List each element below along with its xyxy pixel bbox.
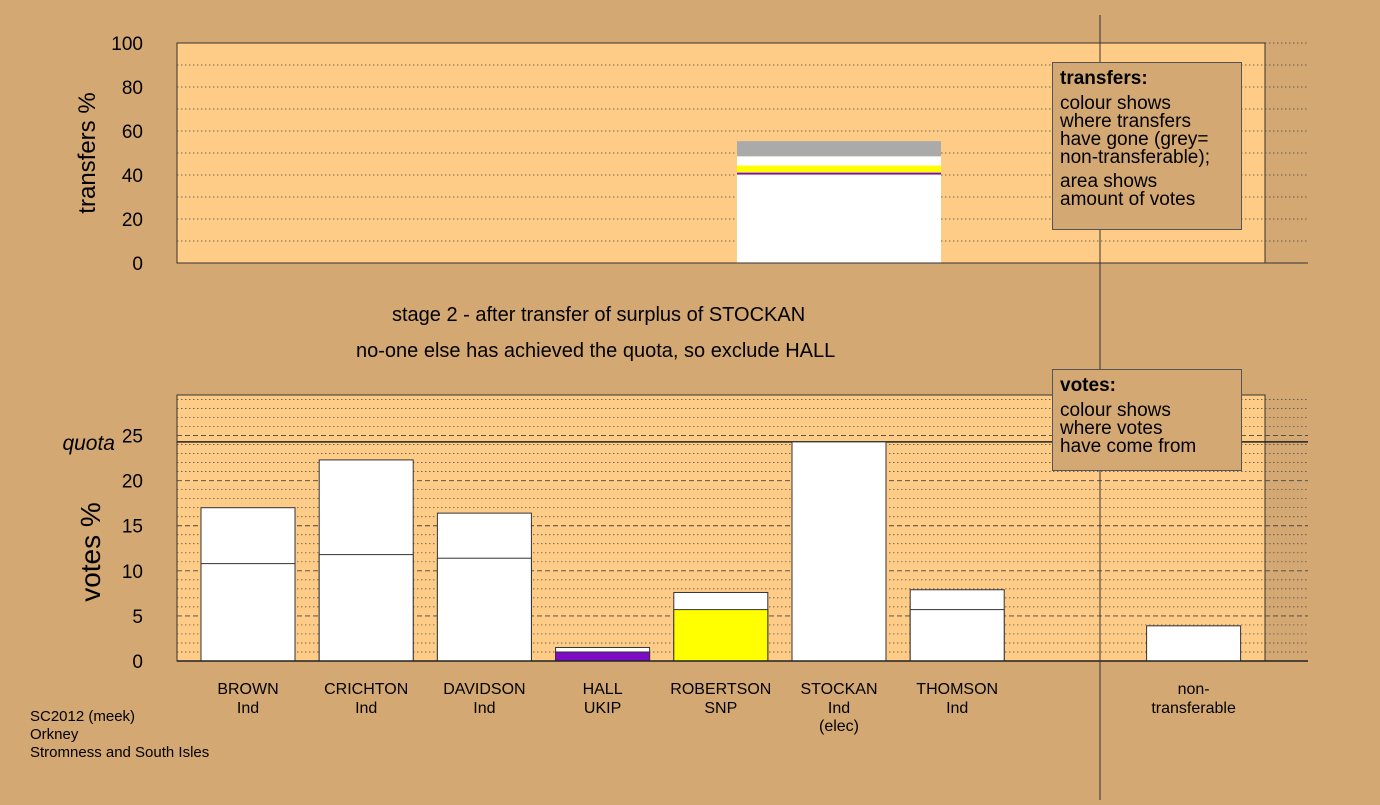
transfers-y-tick-label: 60 xyxy=(122,122,143,143)
transfers-legend-text: have gone (grey= xyxy=(1060,129,1209,150)
first-preference-segment xyxy=(200,563,296,662)
transfers-y-tick-label: 20 xyxy=(122,210,143,231)
transfer-segment xyxy=(737,165,941,173)
candidate-name-label: BROWN xyxy=(217,681,278,698)
transfers-y-tick-label: 100 xyxy=(111,34,143,55)
transfers-y-tick-label: 0 xyxy=(132,254,143,275)
transfers-legend-text: amount of votes xyxy=(1060,189,1196,210)
transfers-legend-text: area shows xyxy=(1060,171,1158,192)
election-code: SC2012 (meek) xyxy=(30,708,136,725)
ward-name: Stromness and South Isles xyxy=(30,744,210,761)
candidate-party-label: UKIP xyxy=(584,700,621,717)
candidate-name-label: STOCKAN xyxy=(800,681,877,698)
first-preference-segment xyxy=(318,554,414,662)
candidate-status-label: (elec) xyxy=(819,718,859,735)
transfers-legend: transfers: colour shows where transfers … xyxy=(1052,62,1242,230)
candidate-party-label: SNP xyxy=(704,700,737,717)
stage-caption: stage 2 - after transfer of surplus of S… xyxy=(392,304,806,326)
candidate-party-label: Ind xyxy=(828,700,850,717)
election-info: SC2012 (meek) Orkney Stromness and South… xyxy=(30,708,209,762)
transfers-y-tick-label: 40 xyxy=(122,166,143,187)
transfer-segment xyxy=(737,156,941,166)
transfer-segment xyxy=(737,172,941,175)
candidate-party-label: Ind xyxy=(946,700,968,717)
votes-y-tick-label: 0 xyxy=(132,652,143,673)
transfers-legend-title: transfers: xyxy=(1060,68,1148,89)
candidate-name-label: THOMSON xyxy=(916,681,998,698)
votes-y-axis-label: votes % xyxy=(75,502,106,602)
candidate-name-label: DAVIDSON xyxy=(443,681,525,698)
transfer-segment xyxy=(737,141,941,157)
candidate-party-label: Ind xyxy=(237,700,259,717)
votes-legend: votes: colour shows where votes have com… xyxy=(1052,369,1242,471)
votes-y-tick-label: 15 xyxy=(122,517,143,538)
candidate-name-label: HALL xyxy=(583,681,623,698)
nontransferable-label: transferable xyxy=(1151,700,1236,717)
transfers-legend-text: where transfers xyxy=(1060,111,1191,132)
candidate-name-label: ROBERTSON xyxy=(670,681,771,698)
votes-legend-text: have come from xyxy=(1060,436,1197,457)
nontransferable-label: non- xyxy=(1178,681,1210,698)
candidate-party-label: Ind xyxy=(355,700,377,717)
votes-legend-text: colour shows xyxy=(1060,400,1171,421)
transfers-y-axis-label: transfers % xyxy=(74,92,101,213)
first-preference-segment xyxy=(673,609,769,662)
first-preference-segment xyxy=(555,651,651,662)
first-preference-segment xyxy=(909,609,1005,662)
first-preference-segment xyxy=(436,557,532,662)
exclusion-caption: no-one else has achieved the quota, so e… xyxy=(356,340,836,362)
candidate-name-label: CRICHTON xyxy=(324,681,408,698)
votes-y-tick-label: 20 xyxy=(122,472,143,493)
transfer-segment xyxy=(737,174,941,263)
quota-label: quota xyxy=(62,432,115,455)
votes-y-tick-label: 5 xyxy=(132,607,143,628)
transfers-y-tick-label: 80 xyxy=(122,78,143,99)
votes-legend-text: where votes xyxy=(1060,418,1163,439)
transfers-legend-text: colour shows xyxy=(1060,93,1171,114)
council-name: Orkney xyxy=(30,726,79,743)
votes-y-tick-label: 25 xyxy=(122,427,143,448)
votes-legend-title: votes: xyxy=(1060,375,1116,396)
first-preference-segment xyxy=(791,441,887,662)
votes-y-tick-label: 10 xyxy=(122,562,143,583)
nontransferable-bar xyxy=(1146,625,1242,662)
transfers-legend-text: non-transferable); xyxy=(1060,147,1210,168)
candidate-party-label: Ind xyxy=(473,700,495,717)
